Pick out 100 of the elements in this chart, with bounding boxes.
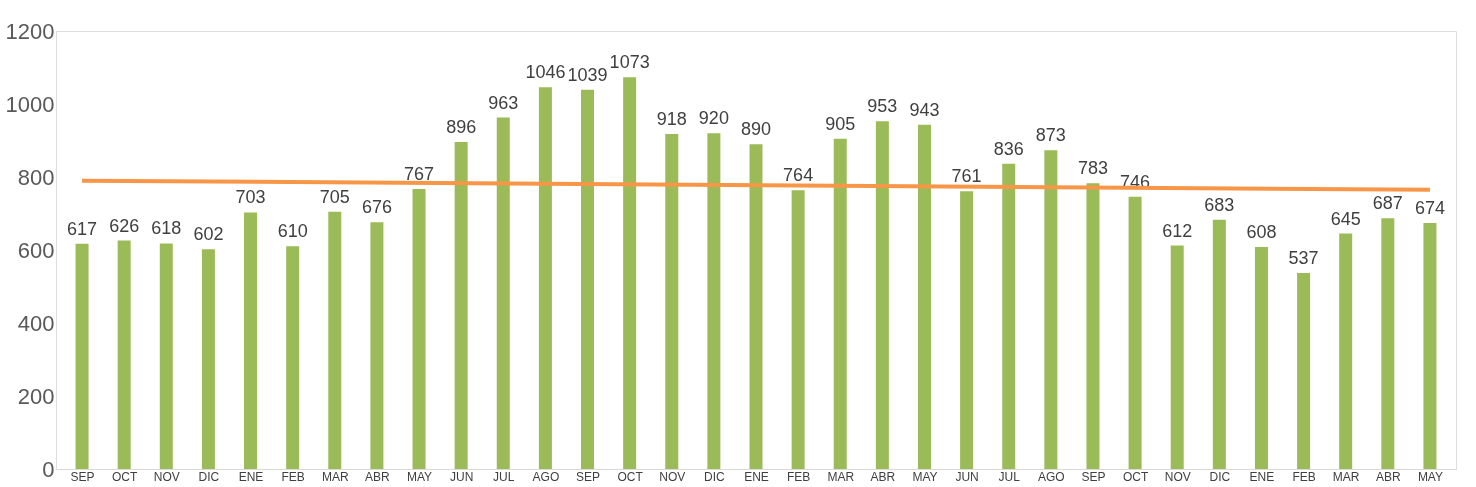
data-label: 918 xyxy=(656,108,687,129)
y-tick-label: 600 xyxy=(17,237,55,263)
bar xyxy=(244,212,258,469)
bar xyxy=(159,243,173,469)
y-tick-label: 800 xyxy=(17,164,55,190)
x-tick-label: FEB xyxy=(281,469,305,484)
bar xyxy=(286,246,300,469)
x-tick-label: MAR xyxy=(1332,469,1360,484)
y-tick-label: 0 xyxy=(42,456,55,482)
bar xyxy=(1002,163,1016,469)
data-label: 645 xyxy=(1330,208,1361,229)
bar xyxy=(833,138,847,469)
bar xyxy=(960,191,974,469)
x-tick-label: MAR xyxy=(827,469,855,484)
bar xyxy=(1297,273,1311,469)
y-tick-label: 200 xyxy=(17,383,55,409)
data-label: 602 xyxy=(193,224,224,245)
x-tick-label: JUL xyxy=(998,469,1021,484)
x-tick-label: ABR xyxy=(365,469,391,484)
data-label: 836 xyxy=(993,138,1024,159)
data-label: 608 xyxy=(1246,222,1277,243)
x-tick-label: SEP xyxy=(576,469,601,484)
bar xyxy=(328,211,342,469)
bar xyxy=(454,141,468,469)
data-label: 703 xyxy=(235,187,266,208)
x-tick-label: MAY xyxy=(912,469,938,484)
x-tick-label: OCT xyxy=(617,469,644,484)
bar xyxy=(201,249,215,469)
x-tick-label: ABR xyxy=(870,469,896,484)
bar xyxy=(749,144,763,469)
bar xyxy=(1254,247,1268,469)
x-tick-label: DIC xyxy=(1209,469,1231,484)
x-tick-label: FEB xyxy=(786,469,811,484)
bar xyxy=(117,240,131,469)
x-tick-label: NOV xyxy=(659,469,686,484)
x-tick-label: OCT xyxy=(1122,469,1149,484)
data-label: 953 xyxy=(867,96,898,117)
data-label: 761 xyxy=(951,166,982,187)
x-tick-label: NOV xyxy=(153,469,180,484)
data-label: 905 xyxy=(825,113,856,134)
data-label: 1073 xyxy=(609,52,650,73)
data-label: 943 xyxy=(909,99,940,120)
data-label: 683 xyxy=(1204,194,1235,215)
x-tick-label: NOV xyxy=(1164,469,1191,484)
data-label: 537 xyxy=(1288,247,1319,268)
bar xyxy=(496,117,510,469)
bar xyxy=(370,222,384,469)
x-tick-label: ABR xyxy=(1375,469,1401,484)
y-tick-label: 1200 xyxy=(5,18,55,44)
x-tick-label: OCT xyxy=(112,469,139,484)
x-tick-label: DIC xyxy=(198,469,220,484)
bar xyxy=(707,133,721,469)
bar xyxy=(875,121,889,469)
data-label: 890 xyxy=(740,119,772,140)
x-tick-label: MAR xyxy=(321,469,349,484)
bar xyxy=(1086,183,1100,469)
x-tick-label: MAY xyxy=(1417,469,1443,484)
x-tick-label: AGO xyxy=(532,469,560,484)
data-label: 705 xyxy=(319,186,350,207)
x-tick-label: AGO xyxy=(1038,469,1065,484)
data-label: 1046 xyxy=(525,62,566,83)
bar xyxy=(75,243,89,469)
data-label: 618 xyxy=(151,218,182,239)
data-label: 920 xyxy=(698,108,729,129)
bar xyxy=(917,124,931,469)
x-tick-label: JUL xyxy=(493,469,515,484)
data-label: 626 xyxy=(109,215,140,236)
data-label: 767 xyxy=(404,164,435,185)
x-tick-label: SEP xyxy=(70,469,95,484)
bar xyxy=(665,133,679,469)
data-label: 873 xyxy=(1035,125,1066,146)
bar xyxy=(1423,222,1437,469)
bar xyxy=(1044,150,1058,469)
data-label: 896 xyxy=(446,116,477,137)
x-tick-label: ENE xyxy=(1249,469,1275,484)
x-tick-label: SEP xyxy=(1081,469,1106,484)
data-label: 764 xyxy=(783,165,814,186)
data-label: 674 xyxy=(1414,197,1445,218)
data-label: 687 xyxy=(1372,193,1403,214)
x-tick-label: JUN xyxy=(955,469,979,484)
data-label: 612 xyxy=(1162,220,1193,241)
x-tick-label: JUN xyxy=(449,469,474,484)
bar xyxy=(1339,233,1353,469)
data-label: 783 xyxy=(1077,158,1108,179)
data-label: 610 xyxy=(277,221,308,242)
data-label: 963 xyxy=(488,92,519,113)
y-tick-label: 400 xyxy=(17,310,55,336)
bar xyxy=(412,189,426,469)
x-tick-label: ENE xyxy=(744,469,769,484)
bar xyxy=(1170,245,1184,469)
x-tick-label: FEB xyxy=(1292,469,1316,484)
bar xyxy=(581,89,595,469)
bar xyxy=(538,87,552,469)
data-label: 676 xyxy=(361,197,392,218)
data-label: 617 xyxy=(67,218,98,239)
bar xyxy=(1128,196,1142,469)
x-tick-label: DIC xyxy=(704,469,726,484)
y-tick-label: 1000 xyxy=(5,91,55,117)
bar xyxy=(1212,219,1226,469)
bar xyxy=(1381,218,1395,469)
